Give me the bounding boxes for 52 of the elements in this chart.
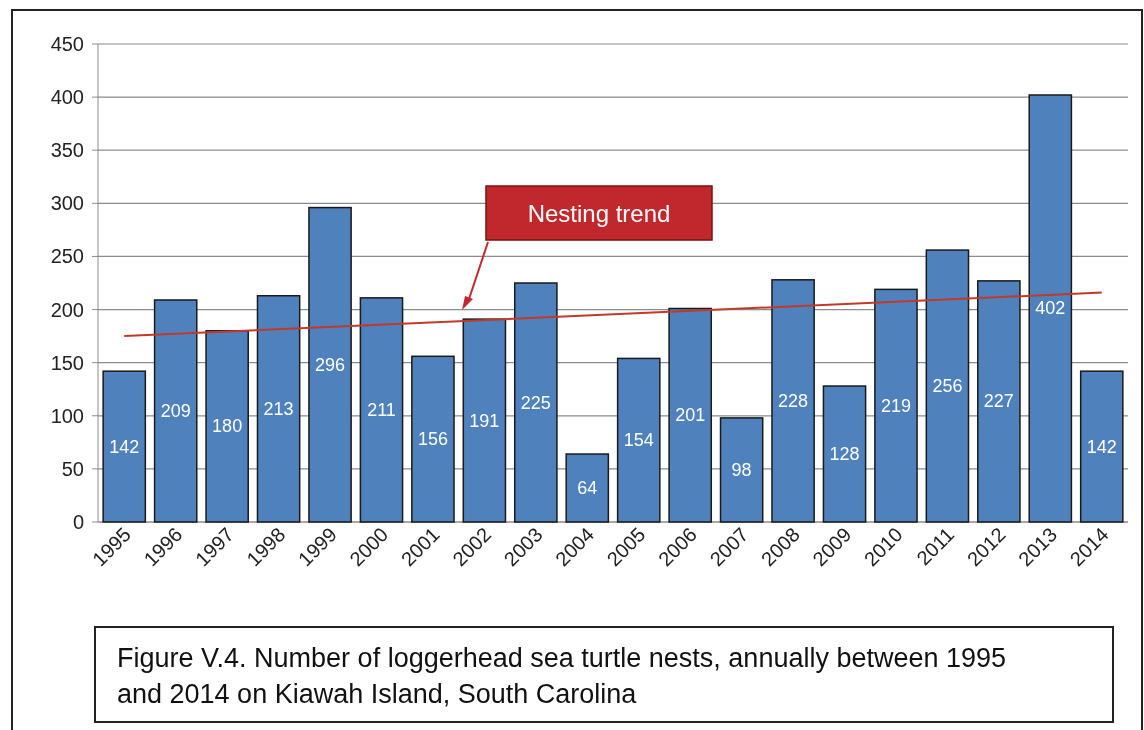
data-label: 201: [675, 405, 706, 426]
data-label: 142: [1086, 436, 1117, 457]
data-label: 211: [367, 399, 396, 420]
bar: [1028, 94, 1073, 523]
data-label: 225: [520, 392, 551, 413]
bar: [513, 282, 558, 523]
bar: [719, 417, 764, 523]
y-tick-label: 350: [50, 139, 84, 162]
data-label: 209: [160, 401, 191, 421]
y-tick-label: 50: [61, 457, 84, 480]
data-label: 213: [263, 398, 294, 419]
data-label: 154: [623, 430, 654, 451]
bar: [308, 206, 352, 523]
y-tick-label: 0: [72, 511, 84, 533]
annotation: Nesting trend: [527, 200, 671, 227]
data-label: 191: [469, 410, 500, 431]
y-tick-label: 400: [50, 86, 84, 109]
bar: [874, 288, 918, 523]
bar: [153, 299, 198, 523]
text: Figure V.4. Number of loggerhead sea turtle nests, annually between 1995 and 2014 on Kiawah Island, South Carolina: [117, 643, 1007, 709]
bar: [256, 295, 301, 523]
data-label: 219: [880, 395, 911, 416]
y-tick-label: 250: [50, 245, 84, 268]
y-tick-label: 150: [50, 351, 84, 374]
bar: [102, 370, 147, 523]
bar: [822, 385, 867, 523]
data-label: 64: [577, 478, 598, 499]
bar: [565, 453, 610, 523]
y-tick-label: 100: [50, 404, 84, 427]
bar: [668, 307, 713, 523]
y-tick-label: 300: [50, 192, 84, 215]
data-label: 142: [109, 436, 140, 457]
bar: [359, 297, 404, 523]
data-label: 98: [731, 459, 752, 480]
data-label: 296: [315, 354, 346, 375]
data-label: 256: [932, 376, 963, 397]
bar: [616, 357, 661, 523]
bar: [205, 330, 249, 523]
bar: [925, 249, 970, 523]
bar: [771, 279, 815, 523]
bar: [1079, 370, 1124, 523]
data-label: 156: [417, 429, 448, 450]
data-label: 128: [829, 444, 860, 465]
data-label: 402: [1035, 298, 1066, 319]
data-label: 227: [983, 391, 1014, 412]
y-tick-label: 200: [50, 298, 84, 321]
bar: [411, 355, 455, 523]
data-label: 180: [212, 416, 243, 437]
data-label: 228: [778, 390, 809, 411]
bar: [977, 280, 1021, 523]
y-tick-label: 450: [50, 33, 84, 55]
bar: [462, 318, 507, 523]
